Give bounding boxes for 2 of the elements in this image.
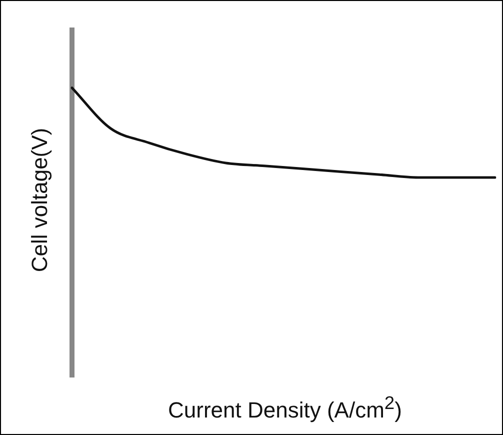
y-axis-title: Cell voltage(V) [27, 128, 53, 272]
x-axis-title: Current Density (A/cm$^{2}$) [167, 392, 403, 424]
